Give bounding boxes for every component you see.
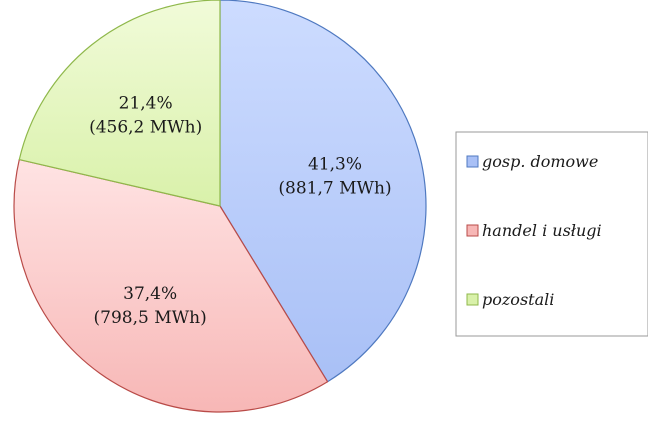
pie-slice-gosp-domowe [219, 0, 427, 383]
pie-labels: 41,3% (881,7 MWh) 37,4% (798,5 MWh) 21,4% (45… [89, 93, 392, 327]
legend: gosp. domowe handel i usługi pozostali [455, 131, 648, 337]
slice-value-label-gosp-domowe: (881,7 MWh) [278, 179, 391, 199]
slice-percent-label-pozostali: 21,4% [119, 93, 173, 113]
slice-value-label-pozostali: (456,2 MWh) [89, 117, 202, 137]
pie-slice-pozostali [18, 0, 221, 207]
legend-label-gosp-domowe: gosp. domowe [482, 152, 598, 171]
legend-box [455, 131, 648, 337]
pie-slices [13, 0, 427, 413]
legend-swatch-gosp-domowe [466, 155, 479, 168]
legend-label-handel-i-uslugi: handel i usługi [482, 221, 602, 240]
slice-value-label-handel-i-uslugi: (798,5 MWh) [94, 308, 207, 328]
slice-percent-label-handel-i-uslugi: 37,4% [123, 284, 177, 304]
legend-label-pozostali: pozostali [482, 290, 554, 309]
slice-percent-label-gosp-domowe: 41,3% [308, 155, 362, 175]
legend-swatch-pozostali [466, 293, 479, 306]
legend-swatch-handel-i-uslugi [466, 224, 479, 237]
pie-slice-handel-i-uslugi [13, 158, 329, 413]
